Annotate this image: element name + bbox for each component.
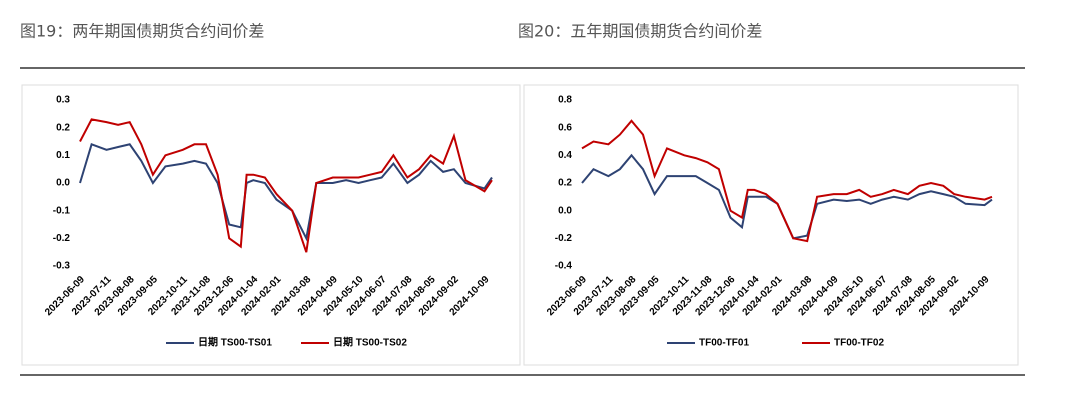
y-tick-label: -0.4	[555, 261, 573, 272]
y-tick-label: 0.6	[558, 122, 572, 133]
y-tick-label: -0.3	[53, 261, 71, 272]
legend-label: 日期 TS00-TS02	[333, 336, 407, 349]
legend-label: TF00-TF01	[699, 338, 749, 349]
legend-label: TF00-TF02	[834, 338, 884, 349]
y-tick-label: -0.1	[53, 205, 71, 216]
y-tick-label: 0.2	[558, 178, 572, 189]
chart-frame	[523, 84, 1019, 366]
y-tick-label: 0.4	[558, 150, 572, 161]
y-tick-label: -0.2	[555, 233, 573, 244]
y-tick-label: 0.0	[558, 205, 572, 216]
y-tick-label: 0.0	[56, 178, 70, 189]
legend-label: 日期 TS00-TS01	[198, 336, 272, 349]
series-line	[79, 118, 493, 253]
series-line	[79, 142, 493, 242]
chart-caption: 图20：五年期国债期货合约间价差	[518, 22, 762, 41]
y-tick-label: -0.2	[53, 233, 71, 244]
y-tick-label: 0.3	[56, 95, 70, 106]
series-line	[581, 119, 993, 243]
y-tick-label: 0.2	[56, 122, 70, 133]
y-tick-label: 0.8	[558, 95, 572, 106]
chart-frame	[21, 84, 521, 366]
chart-caption: 图19：两年期国债期货合约间价差	[20, 22, 264, 41]
y-tick-label: 0.1	[56, 150, 70, 161]
